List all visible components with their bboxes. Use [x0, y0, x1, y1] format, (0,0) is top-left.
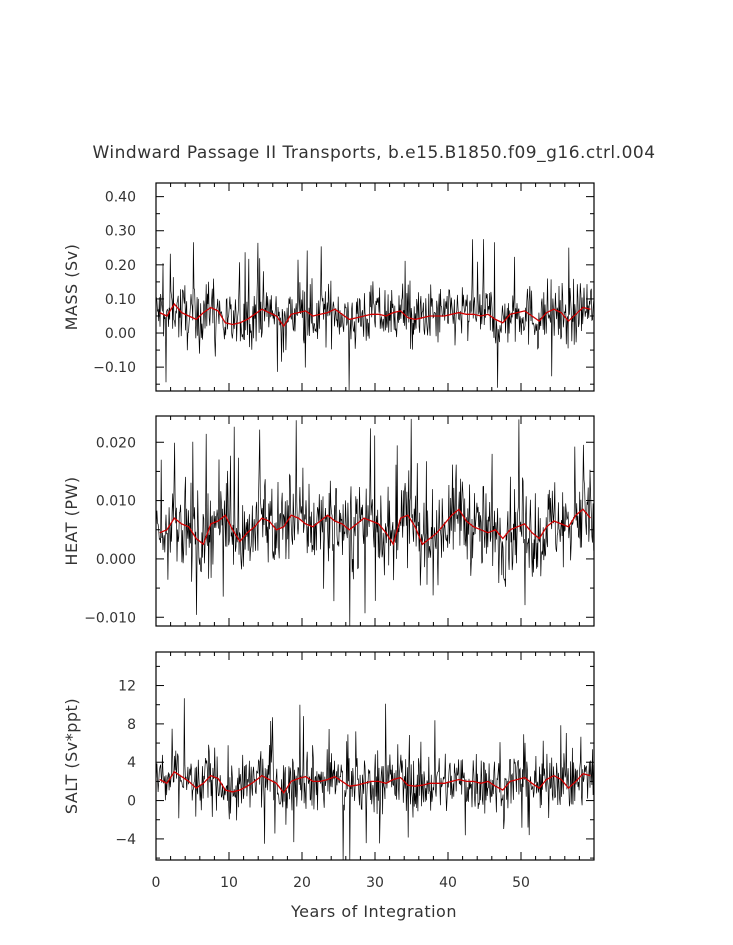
- heat-y-tick-label: 0.000: [96, 552, 136, 568]
- x-tick-label: 40: [439, 875, 457, 891]
- x-tick-label: 10: [220, 875, 238, 891]
- heat-y-tick-label: 0.010: [96, 494, 136, 510]
- mass-monthly-line: [155, 239, 595, 391]
- mass-annual-mean-line: [159, 302, 591, 328]
- chart-title: Windward Passage II Transports, b.e15.B1…: [92, 143, 655, 163]
- salt-y-tick-label: 12: [118, 679, 136, 695]
- x-tick-label: 20: [293, 875, 311, 891]
- mass-axis-ticks: [155, 183, 595, 391]
- heat-panel: 0.020 0.010 0.000 −0.010 HEAT (PW): [62, 415, 595, 627]
- salt-y-axis-label: SALT (Sv*ppt): [62, 698, 81, 814]
- salt-annual-mean-series: [159, 770, 591, 795]
- mass-y-tick-labels: 0.40 0.30 0.20 0.10 0.00 −0.10: [93, 190, 136, 376]
- mass-monthly-series: [155, 239, 595, 391]
- mass-y-tick-label: 0.30: [105, 224, 136, 240]
- heat-monthly-line: [155, 418, 595, 627]
- salt-y-tick-label: 4: [127, 755, 136, 771]
- salt-y-tick-label: −4: [115, 832, 136, 848]
- salt-monthly-series: [155, 698, 595, 861]
- salt-axis-ticks: [155, 652, 595, 860]
- salt-monthly-line: [155, 698, 595, 861]
- mass-y-tick-label: 0.40: [105, 190, 136, 206]
- heat-y-tick-labels: 0.020 0.010 0.000 −0.010: [84, 435, 136, 626]
- heat-monthly-series: [155, 418, 595, 627]
- salt-plot-frame: [155, 651, 595, 861]
- x-tick-labels: 0 10 20 30 40 50: [152, 875, 530, 891]
- x-tick-label: 0: [152, 875, 161, 891]
- mass-panel: 0.40 0.30 0.20 0.10 0.00 −0.10 MASS (Sv): [62, 182, 595, 392]
- salt-y-tick-label: 8: [127, 717, 136, 733]
- mass-y-tick-label: −0.10: [93, 360, 136, 376]
- mass-plot-frame: [155, 182, 595, 392]
- salt-annual-mean-line: [159, 770, 591, 795]
- mass-y-tick-label: 0.00: [105, 326, 136, 342]
- heat-annual-mean-line: [159, 508, 591, 546]
- heat-axis-ticks: [155, 416, 595, 626]
- x-axis-label: Years of Integration: [290, 902, 457, 921]
- salt-panel: 12 8 4 0 −4 SALT (Sv*ppt): [62, 651, 595, 861]
- mass-y-tick-label: 0.10: [105, 292, 136, 308]
- heat-annual-mean-series: [159, 508, 591, 546]
- salt-y-tick-label: 0: [127, 794, 136, 810]
- mass-annual-mean-series: [159, 302, 591, 328]
- heat-y-tick-label: −0.010: [84, 610, 136, 626]
- heat-plot-frame: [155, 415, 595, 627]
- heat-y-tick-label: 0.020: [96, 435, 136, 451]
- salt-y-tick-labels: 12 8 4 0 −4: [115, 679, 136, 848]
- x-tick-label: 30: [366, 875, 384, 891]
- x-tick-label: 50: [512, 875, 530, 891]
- mass-y-tick-label: 0.20: [105, 258, 136, 274]
- heat-y-axis-label: HEAT (PW): [62, 476, 81, 565]
- mass-y-axis-label: MASS (Sv): [62, 244, 81, 331]
